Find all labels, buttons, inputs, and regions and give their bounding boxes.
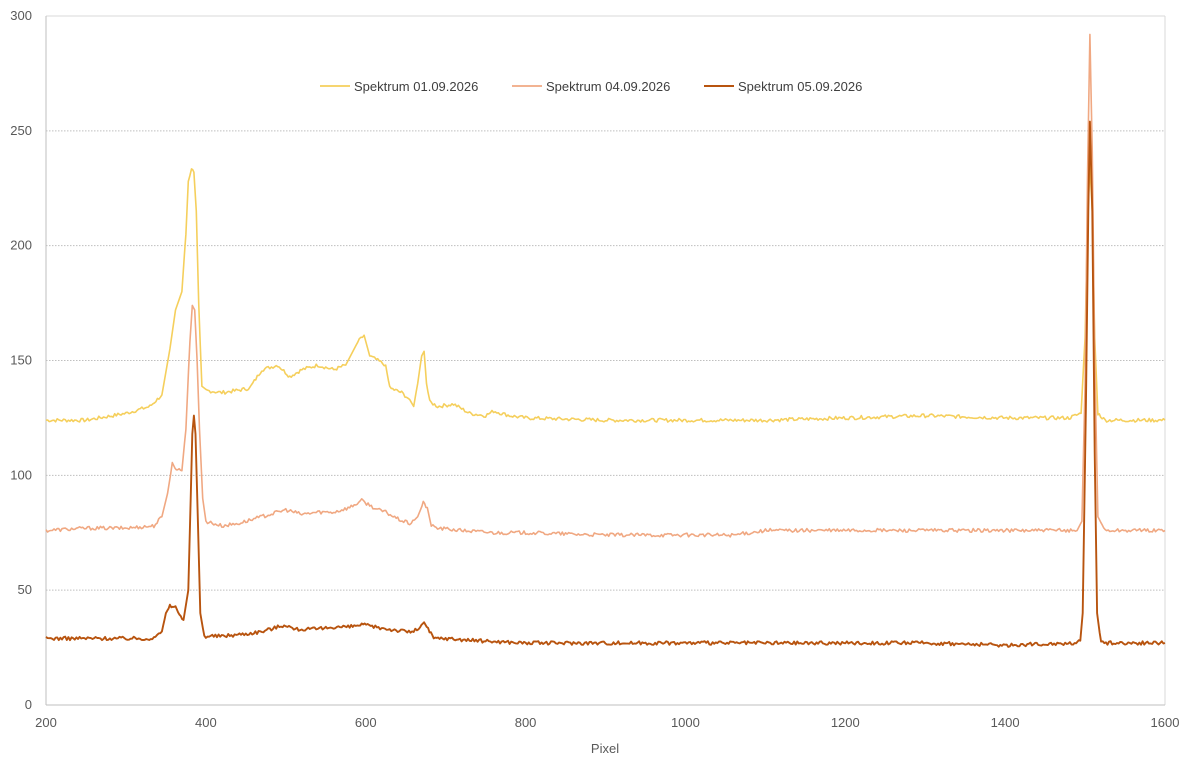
series-layer: [45, 33, 1166, 648]
y-tick-label: 0: [25, 697, 32, 712]
x-tick-label: 1200: [831, 715, 860, 730]
y-axis: 0 50 100 150 200 250 300: [10, 8, 32, 712]
legend-label: Spektrum 04.09.2026: [546, 79, 670, 94]
x-tick-label: 600: [355, 715, 377, 730]
legend-item-2: Spektrum 04.09.2026: [512, 79, 670, 94]
plot-area: [45, 15, 1166, 706]
x-tick-label: 1000: [671, 715, 700, 730]
x-tick-label: 200: [35, 715, 57, 730]
x-tick-label: 1600: [1151, 715, 1180, 730]
y-tick-label: 100: [10, 467, 32, 482]
y-tick-label: 300: [10, 8, 32, 23]
x-tick-label: 400: [195, 715, 217, 730]
legend: Spektrum 01.09.2026 Spektrum 04.09.2026 Sp…: [320, 79, 862, 94]
x-tick-label: 800: [515, 715, 537, 730]
legend-item-1: Spektrum 01.09.2026: [320, 79, 478, 94]
x-axis-title: Pixel: [591, 741, 619, 756]
x-axis: 200 400 600 800 1000 1200 1400 1600: [35, 715, 1179, 730]
y-tick-label: 50: [18, 582, 32, 597]
series-line-1: [45, 164, 1166, 423]
legend-item-3: Spektrum 05.09.2026: [704, 79, 862, 94]
y-tick-label: 200: [10, 238, 32, 253]
y-tick-label: 150: [10, 353, 32, 368]
x-tick-label: 1400: [991, 715, 1020, 730]
series-line-3: [45, 120, 1166, 648]
gridlines: [46, 130, 1165, 591]
legend-label: Spektrum 05.09.2026: [738, 79, 862, 94]
series-line-2: [45, 33, 1166, 538]
legend-label: Spektrum 01.09.2026: [354, 79, 478, 94]
y-tick-label: 250: [10, 123, 32, 138]
